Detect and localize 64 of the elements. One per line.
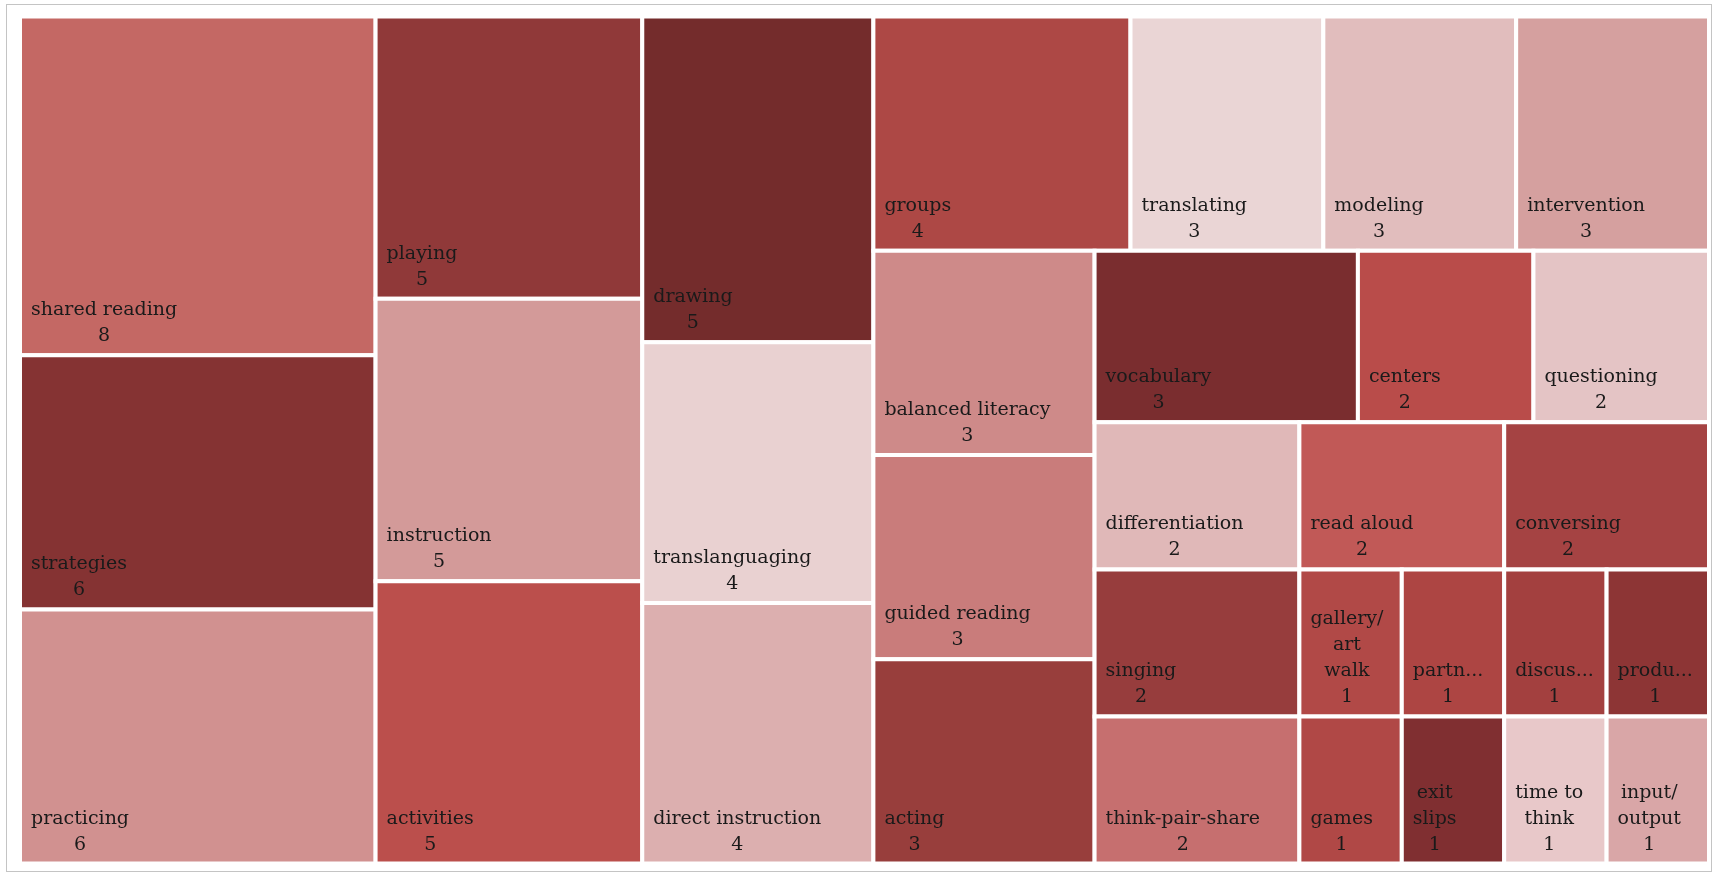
category-label: questioning	[1544, 364, 1658, 387]
category-label: think-pair-share	[1105, 805, 1261, 828]
data-label: 5	[415, 266, 429, 289]
category-label: gallery/art walk	[1310, 606, 1385, 681]
category-label: discus...	[1515, 658, 1594, 681]
data-label: 2	[1595, 390, 1608, 413]
data-label: 1	[1543, 831, 1556, 854]
data-label: 3	[951, 627, 964, 650]
data-label: 3	[1372, 218, 1386, 241]
data-label: 6	[73, 831, 87, 854]
data-label: 2	[1561, 537, 1575, 560]
category-label: produ...	[1617, 658, 1693, 681]
data-label: 1	[1649, 684, 1662, 707]
data-label: 2	[1398, 390, 1411, 413]
data-label: 1	[1548, 684, 1561, 707]
category-label: practicing	[31, 805, 130, 828]
data-label: 5	[433, 549, 446, 572]
data-label: 1	[1335, 831, 1348, 854]
category-label: translating	[1141, 192, 1248, 215]
category-label: read aloud	[1310, 511, 1414, 534]
data-label: 8	[98, 323, 111, 346]
data-label: 3	[908, 831, 921, 854]
category-label: drawing	[653, 284, 733, 307]
category-label: guided reading	[884, 601, 1031, 624]
category-label: centers	[1368, 364, 1441, 387]
category-label: playing	[386, 240, 458, 263]
category-label: balanced literacy	[884, 397, 1051, 420]
data-label: 6	[72, 577, 85, 600]
category-label: direct instruction	[653, 805, 822, 828]
data-label: 1	[1428, 831, 1441, 854]
category-label: differentiation	[1105, 511, 1244, 534]
data-label: 4	[726, 570, 739, 593]
category-label: translanguaging	[653, 544, 812, 567]
data-label: 2	[1176, 831, 1189, 854]
data-label: 2	[1134, 684, 1147, 707]
category-label: singing	[1105, 658, 1177, 681]
data-label: 3	[1580, 218, 1593, 241]
category-label: input/output	[1617, 779, 1682, 828]
category-label: vocabulary	[1104, 364, 1212, 387]
data-label: 3	[1188, 218, 1201, 241]
category-label: shared reading	[31, 297, 178, 320]
data-label: 4	[731, 831, 744, 854]
data-label: 3	[1152, 390, 1165, 413]
category-label: games	[1310, 805, 1373, 828]
category-label: acting	[884, 805, 945, 828]
data-label: 2	[1168, 537, 1181, 560]
category-label: exit slips	[1412, 779, 1457, 828]
category-label: strategies	[30, 551, 127, 574]
data-label: 5	[686, 310, 699, 333]
data-label: 1	[1442, 684, 1455, 707]
data-label: 5	[424, 831, 437, 854]
category-label: modeling	[1334, 192, 1424, 215]
data-label: 1	[1340, 684, 1353, 707]
data-label: 3	[961, 423, 974, 446]
data-label: 2	[1355, 537, 1368, 560]
category-label: instruction	[386, 523, 492, 546]
data-label: 1	[1643, 831, 1656, 854]
category-label: groups	[884, 192, 952, 215]
data-label: 4	[911, 218, 924, 241]
category-label: intervention	[1527, 192, 1646, 215]
category-label: partn...	[1412, 658, 1484, 681]
category-label: conversing	[1515, 511, 1621, 534]
category-label: time to think	[1515, 779, 1584, 828]
category-label: activities	[386, 805, 474, 828]
